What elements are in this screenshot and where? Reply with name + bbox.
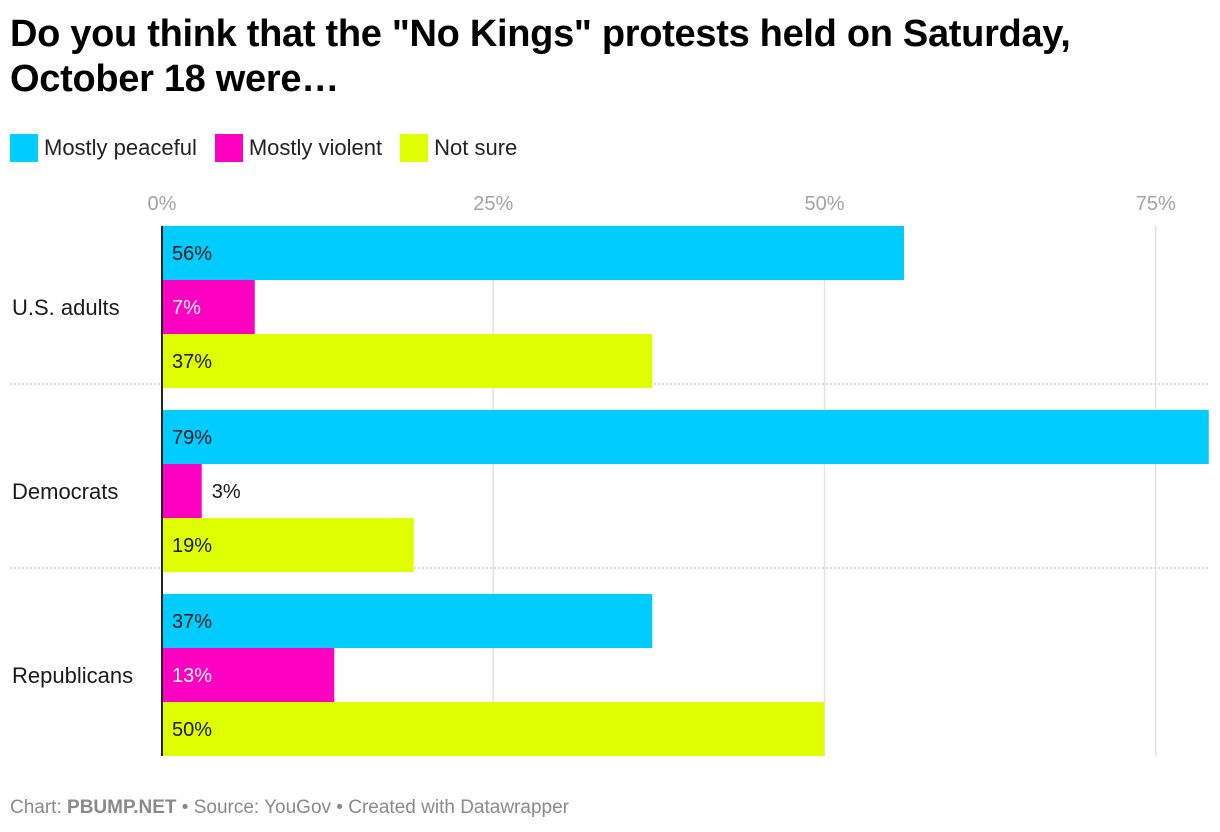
footer-chart-source: PBUMP.NET — [67, 797, 177, 818]
value-label-2-0: 37% — [172, 611, 212, 633]
bar-chart: 0% 25% 50% 75% U.S. adults 56% 7% 37% Democrats 7… — [10, 193, 1210, 756]
value-label-2-1: 13% — [172, 665, 212, 687]
footer-chart-prefix: Chart: — [10, 797, 68, 818]
value-label-0-2: 37% — [172, 351, 212, 373]
bar-2-0 — [162, 594, 653, 648]
bar-0-2 — [162, 334, 653, 388]
bar-1-2 — [162, 518, 414, 572]
value-label-2-2: 50% — [172, 719, 212, 741]
legend-label-mostly-peaceful: Mostly peaceful — [44, 135, 197, 160]
bar-0-1 — [162, 280, 255, 334]
legend-swatch-not-sure — [400, 134, 429, 162]
legend-label-mostly-violent: Mostly violent — [248, 135, 383, 160]
footer-created-with: Created with Datawrapper — [348, 797, 569, 818]
value-label-1-1: 3% — [212, 481, 241, 503]
legend-swatch-mostly-peaceful — [10, 134, 38, 162]
bar-1-1 — [162, 464, 202, 518]
footer-separator-2: • — [331, 797, 349, 818]
legend-item-mostly-violent: Mostly violent — [214, 134, 383, 162]
value-label-1-2: 19% — [172, 535, 212, 557]
value-label-0-0: 56% — [172, 243, 212, 265]
x-tick-label-0: 0% — [148, 193, 177, 215]
category-label-0: U.S. adults — [12, 295, 120, 320]
bar-2-1 — [162, 648, 335, 702]
footer-separator-1: • — [176, 797, 194, 818]
chart-footer: Chart: PBUMP.NET • Source: YouGov • Crea… — [10, 796, 569, 820]
value-label-0-1: 7% — [172, 297, 201, 319]
bar-0-0 — [162, 226, 904, 280]
chart-title: Do you think that the "No Kings" protest… — [10, 13, 1071, 100]
bar-2-2 — [162, 702, 825, 756]
category-label-1: Democrats — [12, 479, 118, 504]
x-tick-label-25: 25% — [473, 193, 513, 215]
x-tick-label-50: 50% — [804, 193, 844, 215]
bar-1-0 — [162, 410, 1209, 464]
value-label-1-0: 79% — [172, 427, 212, 449]
category-label-2: Republicans — [12, 663, 133, 688]
legend-label-not-sure: Not sure — [434, 135, 518, 160]
legend-swatch-mostly-violent — [214, 134, 243, 162]
x-tick-label-75: 75% — [1136, 193, 1176, 215]
chart-legend: Mostly peaceful Mostly violent Not sure — [10, 133, 535, 163]
legend-item-mostly-peaceful: Mostly peaceful — [10, 134, 197, 162]
legend-item-not-sure: Not sure — [400, 134, 517, 162]
footer-source: Source: YouGov — [193, 797, 332, 818]
